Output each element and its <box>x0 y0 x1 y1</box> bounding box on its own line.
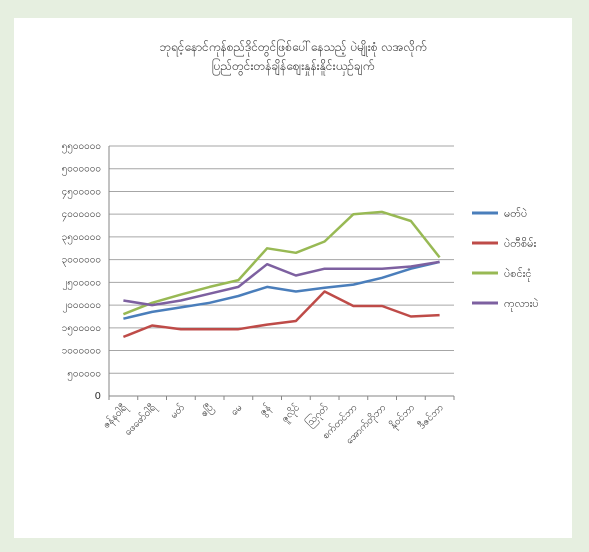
x-tick-label: ဖေဖော်ဝါရီ <box>121 401 160 440</box>
line-chart: 0 ၅၀၀၀၀၀ ၁၀၀၀၀၀၀ ၁၅၀၀၀၀၀ ၂၀၀၀၀၀၀ ၂၅၀၀၀၀၀ ၃၀၀၀၀… <box>62 141 539 448</box>
series-line <box>123 260 440 307</box>
chart-card: ဘုရင့်နောင်ကုန်စည်ဒိုင်တွင်ဖြစ်ပေါ်နေသည့… <box>14 18 572 538</box>
legend-label: ကုလားပဲ <box>504 297 539 312</box>
x-tick-label: ဇူလိုင် <box>278 401 303 426</box>
y-tick-label: ၁၅၀၀၀၀၀ <box>62 323 101 336</box>
legend-label: မတ်ပဲ <box>504 207 527 220</box>
x-tick-label: ဒီဇင်ဘာ <box>415 401 446 432</box>
x-tick-label: ဧပြီ <box>197 400 218 421</box>
y-tick-label: 0 <box>95 391 101 402</box>
y-tick-label: ၅၀၀၀၀၀၀ <box>62 164 101 177</box>
y-tick-label: ၁၀၀၀၀၀၀ <box>62 346 101 357</box>
y-tick-label: ၄၅၀၀၀၀၀ <box>62 186 101 199</box>
chart-title-line-2: ပြည်တွင်းတန်ချိန်ဈေးနှုန်းနိူင်းယှဉ်ချက် <box>211 59 375 73</box>
series-line <box>122 290 440 339</box>
x-tick-label: ဇွန် <box>256 401 274 419</box>
series-line <box>123 260 440 320</box>
chart-title-line-1: ဘုရင့်နောင်ကုန်စည်ဒိုင်တွင်ဖြစ်ပေါ်နေသည့… <box>159 40 427 54</box>
series-line <box>122 210 441 316</box>
x-tick-label: မေ <box>229 402 245 418</box>
y-tick-label: ၃၅၀၀၀၀၀ <box>62 232 101 245</box>
y-tick-label: ၂၀၀၀၀၀၀ <box>62 300 101 313</box>
y-tick-label: ၅၅၀၀၀၀၀ <box>62 141 101 154</box>
legend-label: ပဲတီစိမ်း <box>504 237 536 250</box>
legend-label: ပဲစင်းငုံ <box>504 267 531 282</box>
y-tick-label: ၄၀၀၀၀၀၀ <box>62 209 101 222</box>
y-tick-label: ၂၅၀၀၀၀၀ <box>62 277 101 290</box>
y-tick-label: ၃၀၀၀၀၀၀ <box>62 255 101 268</box>
y-tick-label: ၅၀၀၀၀၀ <box>67 368 101 381</box>
x-tick-label: မတ် <box>167 401 187 421</box>
chart-title: ဘုရင့်နောင်ကုန်စည်ဒိုင်တွင်ဖြစ်ပေါ်နေသည့… <box>14 38 572 76</box>
x-tick-label: နိုဝင်ဘာ <box>387 401 419 433</box>
